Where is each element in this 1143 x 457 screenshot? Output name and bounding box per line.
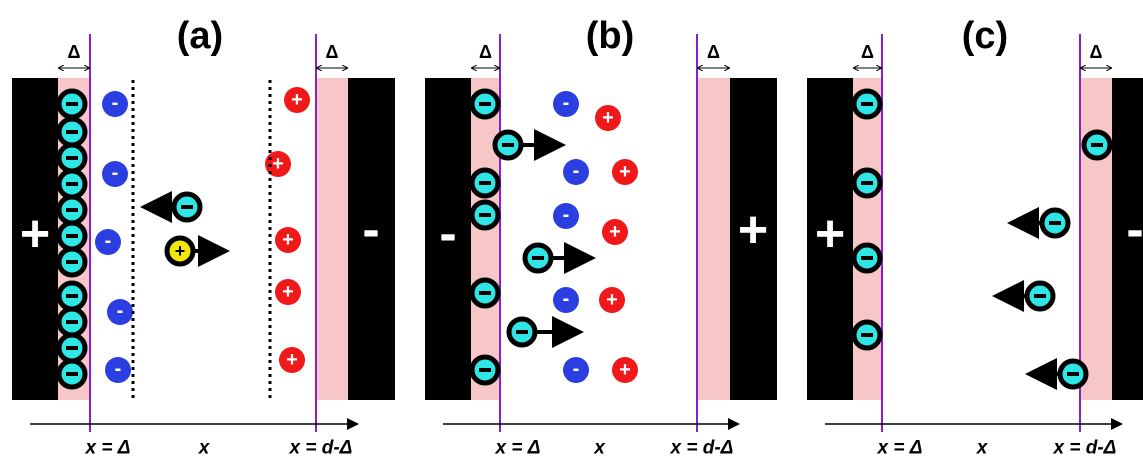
anion-sign: - (115, 358, 122, 380)
anion-sign: - (573, 160, 580, 182)
delta-label: Δ (861, 42, 874, 62)
axis-label: x = Δ (85, 438, 131, 457)
cation-sign: + (291, 89, 303, 111)
delta-label: Δ (479, 42, 492, 62)
anion-sign: - (573, 358, 580, 380)
anion-minus (66, 372, 78, 376)
electrode-sign: - (439, 205, 456, 263)
axis-label: x = d-Δ (670, 438, 734, 457)
anion-sign: - (563, 92, 570, 114)
axis-label: x = Δ (877, 438, 923, 457)
anion-minus (66, 320, 78, 324)
anion-minus (1091, 143, 1103, 147)
delta-label: Δ (707, 42, 720, 62)
anion-minus (861, 256, 873, 260)
cation-sign: + (175, 241, 186, 261)
anion-minus (479, 102, 491, 106)
axis-label: x (593, 438, 606, 457)
panel-label: (c) (962, 15, 1008, 57)
panel-label: (a) (177, 15, 223, 57)
anion-sign: - (112, 92, 119, 114)
anion-minus (861, 333, 873, 337)
anion-sign: - (563, 204, 570, 226)
anion-minus (532, 256, 544, 260)
cation-sign: + (606, 289, 618, 311)
cation-sign: + (609, 221, 621, 243)
stern-layer (853, 78, 882, 400)
diagram: Δ Δ (a) + - x = Δ x x = d-Δ Δ Δ (b) - + x = Δ x x = d-Δ… (0, 0, 1143, 457)
anion-minus (66, 102, 78, 106)
electrode-sign: + (815, 205, 845, 263)
anion-sign: - (112, 162, 119, 184)
stern-layer (471, 78, 500, 400)
axis-label: x = d-Δ (289, 438, 353, 457)
anion-minus (1034, 294, 1046, 298)
anion-minus (66, 260, 78, 264)
anion-minus (861, 102, 873, 106)
anion-minus (861, 181, 873, 185)
cation-sign: + (272, 153, 284, 175)
anion-minus (66, 294, 78, 298)
anion-minus (66, 234, 78, 238)
cation-sign: + (286, 349, 298, 371)
axis-label: x (198, 438, 211, 457)
delta-label: Δ (68, 42, 81, 62)
electrode-sign: + (20, 205, 50, 263)
panel-label: (b) (586, 15, 635, 57)
anion-minus (479, 368, 491, 372)
anion-minus (479, 213, 491, 217)
stern-layer (1080, 78, 1112, 400)
anion-minus (516, 330, 528, 334)
electrode-sign: + (738, 201, 768, 259)
electrode-sign: - (362, 201, 379, 259)
anion-minus (66, 156, 78, 160)
cation-sign: + (619, 161, 631, 183)
anion-sign: - (117, 300, 124, 322)
cation-sign: + (619, 359, 631, 381)
anion-sign: - (105, 230, 112, 252)
anion-minus (66, 130, 78, 134)
anion-minus (1067, 372, 1079, 376)
anion-minus (66, 208, 78, 212)
cation-sign: + (602, 107, 614, 129)
anion-sign: - (563, 288, 570, 310)
anion-minus (1049, 221, 1061, 225)
cation-sign: + (282, 229, 294, 251)
cation-sign: + (282, 281, 294, 303)
anion-minus (479, 291, 491, 295)
axis-label: x = d-Δ (1053, 438, 1117, 457)
stern-layer (697, 78, 730, 400)
axis-label: x = Δ (495, 438, 541, 457)
stern-layer (316, 78, 348, 400)
anion-minus (66, 182, 78, 186)
delta-label: Δ (326, 42, 339, 62)
anion-minus (181, 205, 193, 209)
axis-label: x (976, 438, 989, 457)
electrode-sign: - (1126, 201, 1143, 259)
anion-minus (502, 143, 514, 147)
delta-label: Δ (1090, 42, 1103, 62)
anion-minus (66, 346, 78, 350)
anion-minus (479, 181, 491, 185)
